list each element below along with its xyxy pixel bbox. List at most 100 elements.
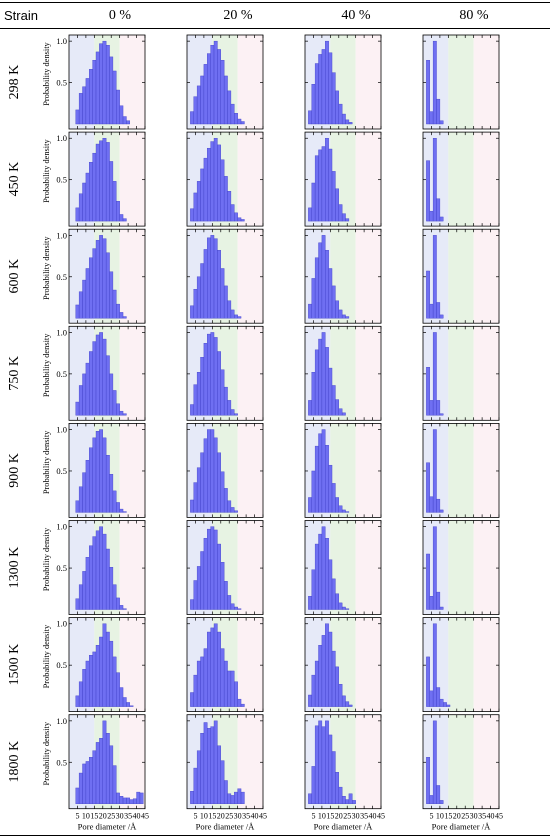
histogram-bar xyxy=(78,93,83,125)
histogram-bar xyxy=(102,720,107,804)
histogram-bar xyxy=(122,697,127,707)
histogram-bar xyxy=(432,235,437,319)
histogram-bar xyxy=(109,271,114,319)
histogram-bar xyxy=(105,45,110,125)
histogram-bar xyxy=(200,263,205,319)
histogram-bar xyxy=(426,60,430,125)
histogram-bar xyxy=(105,142,110,222)
histogram-bar xyxy=(119,508,124,513)
panel-frame xyxy=(422,422,500,518)
panel-frame xyxy=(422,228,500,324)
histogram-bar xyxy=(82,279,87,319)
histogram-bar xyxy=(436,591,441,610)
histogram-bar xyxy=(109,567,114,610)
histogram-bar xyxy=(429,303,434,319)
histogram-bar xyxy=(92,248,97,319)
histogram-bar xyxy=(105,455,110,513)
panel-frame xyxy=(186,131,264,227)
row-label: 600 K xyxy=(7,259,22,294)
histogram-bar xyxy=(230,204,235,222)
histogram-bar xyxy=(436,98,441,125)
histogram-bar xyxy=(321,235,326,319)
y-tick-label: 0.5 xyxy=(56,272,67,282)
histogram-bar xyxy=(439,606,444,610)
histogram-bar xyxy=(230,670,235,707)
histogram-bar xyxy=(237,788,242,804)
histogram-bar xyxy=(193,384,198,416)
histogram-bar xyxy=(116,89,120,125)
histogram-bar xyxy=(331,483,336,513)
histogram-bar xyxy=(234,413,238,416)
histogram-bar xyxy=(318,242,323,319)
histogram-bar xyxy=(432,720,437,804)
panel-frame xyxy=(68,228,146,324)
histogram-bar xyxy=(75,109,80,125)
x-tick-label: 40 xyxy=(487,812,495,821)
zone-band xyxy=(448,35,474,129)
zone-band xyxy=(473,617,499,712)
histogram-bar xyxy=(318,433,323,513)
panel-frame xyxy=(304,422,382,518)
histogram-bar xyxy=(234,510,238,513)
histogram-bar xyxy=(126,702,131,707)
histogram-bar xyxy=(230,409,235,416)
histogram-bar xyxy=(190,499,194,513)
histogram-bar xyxy=(341,213,346,222)
histogram-bar xyxy=(95,240,100,319)
histogram-bar xyxy=(82,182,87,222)
histogram-bar xyxy=(234,314,238,319)
histogram-bar xyxy=(190,692,194,707)
histogram-bar xyxy=(314,349,319,416)
zone-band xyxy=(473,714,499,809)
x-tick-label: 15 xyxy=(208,812,216,821)
histogram-bar xyxy=(335,666,339,707)
histogram-bar xyxy=(439,413,444,416)
histogram-bar xyxy=(136,791,141,804)
histogram-bar xyxy=(234,113,238,125)
histogram-bar xyxy=(439,698,444,707)
zone-band xyxy=(237,617,263,712)
y-axis-label: Probability density xyxy=(42,236,51,300)
x-tick-label: 35 xyxy=(124,812,132,821)
histogram-bar xyxy=(335,399,339,416)
zone-band xyxy=(473,132,499,227)
histogram-bar xyxy=(311,372,316,416)
histogram-bar xyxy=(234,212,238,222)
y-tick-label: 0.5 xyxy=(56,660,67,670)
panel-frame xyxy=(186,228,264,324)
histogram-bar xyxy=(196,660,201,707)
histogram-bar xyxy=(443,702,447,707)
panel-frame xyxy=(304,325,382,421)
histogram-bar xyxy=(78,681,83,707)
histogram-bar xyxy=(116,201,120,222)
histogram-bar xyxy=(105,548,110,610)
histogram-bar xyxy=(190,404,194,416)
histogram-bar xyxy=(193,580,198,610)
panel-frame xyxy=(304,228,382,324)
histogram-bar xyxy=(196,181,201,222)
histogram-bar xyxy=(102,437,107,513)
histogram-bar xyxy=(75,207,80,222)
histogram-bar xyxy=(213,437,218,513)
histogram-bar xyxy=(335,300,339,319)
histogram-bar xyxy=(89,655,93,707)
x-tick-label: 10 xyxy=(318,812,326,821)
zone-band xyxy=(448,326,474,421)
histogram-bar xyxy=(213,238,218,319)
histogram-bar xyxy=(78,291,83,319)
histogram-bar xyxy=(223,581,228,610)
histogram-bar xyxy=(328,631,333,707)
histogram-bar xyxy=(328,734,333,804)
histogram-bar xyxy=(325,250,329,319)
histogram-bar xyxy=(203,722,208,804)
histogram-bar xyxy=(196,372,201,416)
zone-band xyxy=(119,132,145,227)
histogram-bar xyxy=(318,149,323,222)
histogram-bar xyxy=(102,623,107,707)
row-label: 1300 K xyxy=(7,547,22,589)
panel-frame xyxy=(68,131,146,227)
histogram-bar xyxy=(432,40,437,125)
zone-band xyxy=(355,423,381,518)
row-label: 298 K xyxy=(7,65,22,100)
zone-band xyxy=(237,229,263,324)
